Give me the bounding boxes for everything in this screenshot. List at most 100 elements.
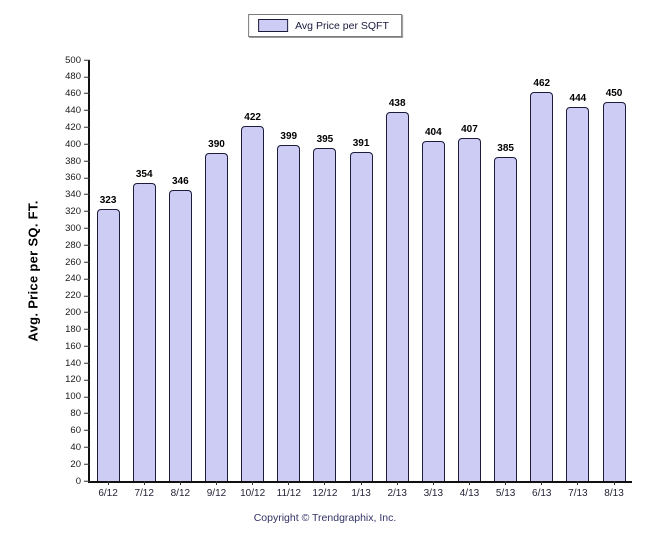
- y-tick-mark: [84, 177, 90, 179]
- bar-group: 395: [307, 60, 343, 481]
- bar: [566, 107, 590, 481]
- y-axis: 0 20 40 60 80 100 120 140 160 180 200 220 240 260 280 3…: [44, 55, 90, 485]
- bar-group: 354: [126, 60, 162, 481]
- x-tick-mark: [107, 481, 109, 485]
- x-tick-label: 8/13: [604, 488, 624, 499]
- bar: [602, 102, 626, 481]
- x-tick-label: 9/12: [206, 488, 227, 499]
- bar-value-label: 438: [388, 98, 406, 110]
- bar-value-label: 444: [569, 93, 587, 105]
- x-tick: 8/13: [596, 481, 632, 499]
- x-tick-label: 6/13: [532, 488, 552, 499]
- y-tick-mark: [84, 345, 90, 347]
- bar-group: 385: [488, 60, 524, 481]
- bar-value-label: 395: [316, 134, 334, 146]
- y-tick: 80: [70, 409, 90, 419]
- y-tick: 160: [65, 342, 90, 352]
- y-tick-mark: [84, 110, 90, 112]
- y-tick-mark: [84, 93, 90, 95]
- y-tick-label: 20: [70, 458, 81, 470]
- y-tick-label: 160: [65, 340, 81, 352]
- y-tick-mark: [84, 446, 90, 448]
- bar: [277, 145, 301, 481]
- bar-value-label: 462: [533, 78, 551, 89]
- x-tick-mark: [577, 481, 579, 485]
- bar-group: 404: [415, 60, 451, 481]
- x-tick: 9/12: [198, 481, 234, 499]
- bar-group: 462: [524, 60, 560, 481]
- y-tick-label: 380: [65, 155, 81, 167]
- bar: [457, 138, 481, 481]
- x-tick-label: 10/12: [240, 488, 266, 499]
- y-tick-label: 360: [65, 172, 81, 184]
- bar-value-label: 354: [135, 168, 153, 180]
- bar-group: 399: [271, 60, 307, 481]
- x-tick-label: 12/12: [312, 488, 338, 499]
- x-tick-label: 7/12: [134, 488, 154, 499]
- y-tick: 60: [70, 426, 90, 436]
- x-tick-mark: [215, 481, 217, 485]
- bar-group: 450: [596, 60, 632, 481]
- bar-value-label: 450: [605, 88, 623, 100]
- y-tick-label: 340: [65, 188, 81, 200]
- y-tick-mark: [84, 76, 90, 78]
- legend-label: Avg Price per SQFT: [295, 19, 389, 32]
- y-tick: 360: [65, 173, 90, 183]
- y-tick-mark: [84, 429, 90, 431]
- bar: [168, 189, 192, 481]
- y-tick: 180: [65, 325, 90, 335]
- y-tick-label: 420: [65, 121, 81, 133]
- bar: [349, 151, 373, 481]
- legend: Avg Price per SQFT: [248, 14, 402, 37]
- x-tick: 7/13: [560, 481, 596, 499]
- x-tick: 6/12: [90, 481, 126, 499]
- y-tick-label: 0: [75, 475, 81, 487]
- x-tick-label: 6/12: [98, 488, 118, 499]
- y-tick-label: 300: [65, 222, 81, 234]
- bar: [494, 156, 518, 481]
- copyright-text: Copyright © Trendgraphix, Inc.: [253, 512, 397, 524]
- y-tick-mark: [84, 480, 90, 482]
- x-tick-label: 8/12: [170, 488, 191, 499]
- y-tick: 480: [65, 72, 90, 82]
- bar-group: 390: [198, 60, 234, 481]
- y-tick-mark: [84, 126, 90, 128]
- y-tick-label: 220: [65, 290, 81, 302]
- y-tick-label: 320: [65, 205, 81, 217]
- x-tick-mark: [179, 481, 181, 485]
- y-tick: 0: [76, 476, 90, 486]
- y-tick: 240: [65, 274, 90, 284]
- x-tick-mark: [396, 481, 398, 485]
- y-tick-mark: [84, 328, 90, 330]
- y-tick-mark: [84, 194, 90, 196]
- y-tick: 140: [65, 358, 90, 368]
- bar-group: 346: [162, 60, 198, 481]
- y-tick: 260: [65, 257, 90, 267]
- x-tick: 11/12: [271, 481, 307, 499]
- x-tick-mark: [468, 481, 470, 485]
- bars: 323 354 346 390 422 399 395 391 438 404 407 385 462 4…: [90, 60, 632, 481]
- x-tick-mark: [613, 481, 615, 485]
- y-tick-mark: [84, 261, 90, 263]
- bar: [96, 209, 120, 481]
- y-tick-mark: [84, 160, 90, 162]
- y-axis-title: Avg. Price per SQ. FT.: [25, 200, 41, 342]
- y-tick-label: 460: [65, 87, 81, 99]
- y-tick-label: 440: [65, 104, 81, 116]
- x-tick: 1/13: [343, 481, 379, 499]
- y-tick-label: 260: [65, 256, 81, 268]
- y-tick-label: 100: [65, 391, 81, 403]
- y-tick-label: 200: [65, 306, 81, 318]
- y-tick: 100: [65, 392, 90, 402]
- y-tick: 460: [65, 89, 90, 99]
- x-tick: 7/12: [126, 481, 162, 499]
- y-tick: 200: [65, 308, 90, 318]
- bar: [204, 152, 228, 481]
- bar-group: 323: [90, 60, 126, 481]
- x-tick: 6/13: [524, 481, 560, 499]
- y-tick-label: 500: [65, 54, 81, 66]
- bar-value-label: 399: [280, 131, 298, 143]
- y-tick-mark: [84, 396, 90, 398]
- y-tick-label: 480: [65, 71, 81, 83]
